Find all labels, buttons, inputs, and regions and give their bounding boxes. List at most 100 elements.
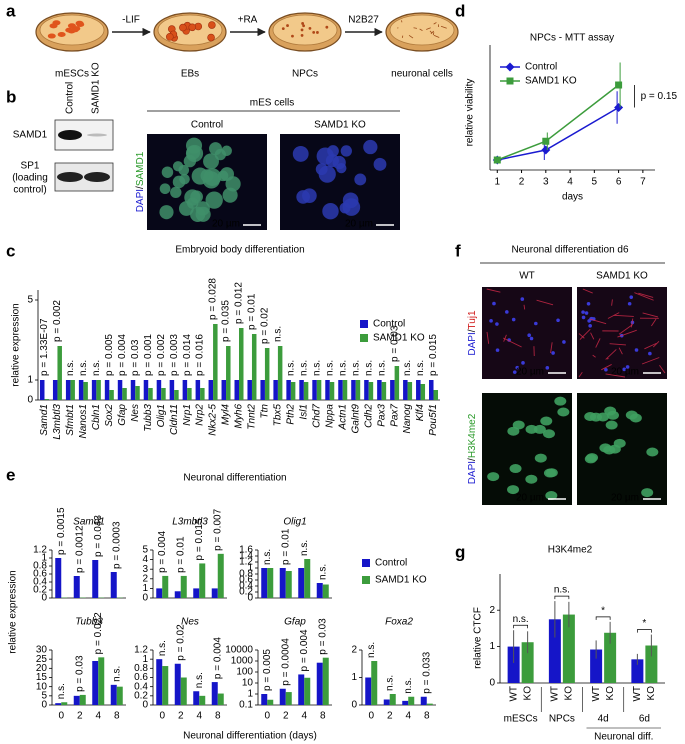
y-tick-label: 1 <box>351 672 357 683</box>
neurite <box>486 331 490 344</box>
nucleus <box>584 454 597 464</box>
x-tick-label: 8 <box>320 711 326 722</box>
scale-bar-label: 20 µm <box>516 367 544 378</box>
neurite <box>659 365 666 374</box>
bar <box>182 380 188 400</box>
annotation: p = 0.002 <box>52 300 63 342</box>
bar <box>70 380 75 400</box>
neurite <box>641 357 660 365</box>
bar <box>174 591 181 598</box>
y-axis-label: relative viability <box>465 79 476 147</box>
neurite <box>609 343 626 346</box>
y-tick-label: 0.8 <box>239 569 253 580</box>
y-tick-label: 1 <box>142 583 148 594</box>
annotation: n.s. <box>194 672 205 688</box>
y-tick-label: 5 <box>41 690 47 701</box>
panel-letter: f <box>455 241 461 260</box>
cell <box>291 34 294 38</box>
nucleus <box>562 340 566 344</box>
marker <box>505 62 515 72</box>
x-tick-label: 2 <box>283 711 289 722</box>
y-tick-label: 0 <box>41 700 47 711</box>
neurite <box>605 373 626 378</box>
nucleus <box>161 166 174 178</box>
y-tick-label: 5 <box>27 295 33 306</box>
bar <box>211 682 218 705</box>
bar <box>389 694 396 705</box>
annotation: p = 0.014 <box>182 334 193 376</box>
bar <box>208 380 214 400</box>
chart-title: NPCs - MTT assay <box>530 33 614 44</box>
nucleus <box>588 324 592 328</box>
bar <box>169 380 175 400</box>
stain-label: DAPI/Tuj1 <box>467 310 478 356</box>
bar <box>312 380 317 400</box>
x-tick-label: Nkx2-5 <box>208 404 219 436</box>
bar <box>39 380 45 400</box>
nucleus <box>492 301 496 306</box>
y-tick-label: 0.8 <box>134 663 148 674</box>
bar <box>180 575 187 598</box>
y-tick-label: 20 <box>36 663 48 674</box>
bar <box>377 380 382 400</box>
blot-label: SAMD1 <box>13 130 48 141</box>
bar <box>83 382 88 400</box>
y-axis-label: relative expression <box>8 570 19 653</box>
x-tick-label: 8 <box>424 711 430 722</box>
y-tick-label: 0.4 <box>33 577 47 588</box>
bar <box>52 380 58 400</box>
cell <box>302 24 305 28</box>
bar <box>156 659 163 705</box>
legend-label: Control <box>375 558 407 569</box>
y-tick-label: 0 <box>41 593 47 604</box>
bar <box>104 380 110 400</box>
bar <box>78 380 84 400</box>
neurite <box>579 328 591 340</box>
x-tick-label: Myl4 <box>221 404 232 426</box>
sig-bracket <box>554 595 570 600</box>
subplot-title: Tubb3 <box>75 617 103 628</box>
annotation: n.s. <box>384 675 395 691</box>
blot-label: control) <box>13 185 46 196</box>
annotation: p = 0.03 <box>389 325 400 362</box>
neurite <box>589 318 607 325</box>
stain-part: / <box>467 329 478 332</box>
legend-label: SAMD1 KO <box>375 575 427 586</box>
bar <box>338 380 343 400</box>
scale-bar-label: 20 µm <box>611 367 639 378</box>
bar <box>180 677 187 705</box>
bar <box>226 346 231 400</box>
bar <box>148 388 153 400</box>
bar <box>420 696 427 705</box>
annotation: n.s. <box>324 360 335 376</box>
nucleus <box>534 321 538 326</box>
bar-label: WT <box>508 686 519 702</box>
legend-swatch <box>362 576 370 584</box>
bar <box>193 691 200 705</box>
neurite <box>590 332 595 340</box>
neurite <box>503 334 507 342</box>
colony <box>208 21 216 29</box>
bar <box>304 559 311 598</box>
y-tick-label: 0.6 <box>134 672 148 683</box>
nucleus <box>556 318 560 323</box>
annotation: p = 0.043 <box>93 515 104 557</box>
y-tick-label: 10 <box>242 678 254 689</box>
nucleus <box>172 175 186 189</box>
y-tick-label: 0 <box>27 395 33 406</box>
x-tick-label: 0 <box>58 711 64 722</box>
annotation: p = 0.001 <box>143 334 154 376</box>
y-tick-label: 1 <box>142 654 148 665</box>
x-tick-label: Pth2 <box>286 404 297 425</box>
bar <box>73 576 80 598</box>
stain-part: DAPI <box>467 332 478 355</box>
x-tick-label: Nanog <box>402 404 413 434</box>
bar-label: WT <box>550 686 561 702</box>
annotation: * <box>642 618 646 629</box>
nucleus <box>170 186 182 199</box>
y-tick-label: 0.4 <box>239 581 253 592</box>
neurite <box>419 28 423 31</box>
bar <box>162 666 169 705</box>
micrograph <box>482 287 572 379</box>
nucleus <box>604 368 608 372</box>
